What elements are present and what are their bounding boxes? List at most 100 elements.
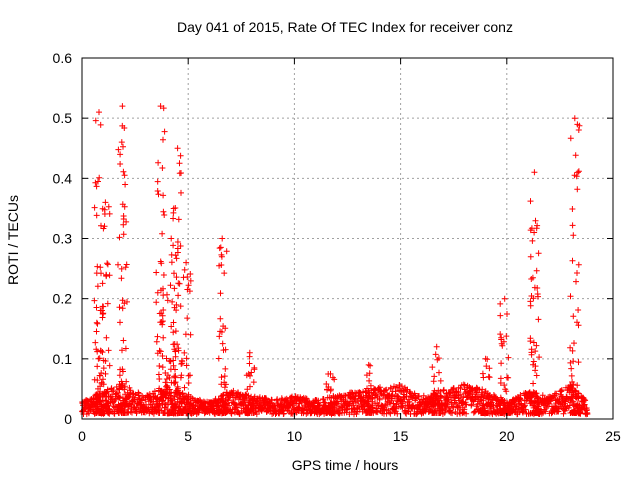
data-point	[460, 381, 467, 388]
data-point	[574, 319, 580, 326]
data-point	[446, 390, 453, 397]
data-point	[176, 280, 183, 287]
data-point	[571, 340, 577, 347]
y-tick-label: 0.4	[53, 170, 73, 186]
data-point	[168, 323, 175, 330]
data-point	[121, 401, 128, 408]
data-point	[567, 293, 574, 300]
data-point	[172, 328, 179, 335]
data-point	[100, 310, 107, 317]
x-tick-label: 5	[184, 428, 192, 444]
data-point	[153, 338, 160, 345]
data-point	[111, 410, 118, 417]
data-point	[479, 370, 486, 377]
data-point	[185, 380, 192, 386]
data-point	[102, 370, 109, 377]
data-point	[486, 392, 493, 398]
data-point	[122, 264, 129, 271]
data-point	[531, 410, 538, 416]
data-point	[164, 384, 171, 391]
data-point	[119, 103, 126, 110]
data-point	[216, 245, 223, 252]
data-point	[184, 315, 191, 322]
data-point	[170, 362, 177, 369]
data-point	[533, 225, 540, 232]
data-point	[478, 410, 485, 416]
data-point	[167, 282, 174, 289]
x-tick-label: 0	[78, 428, 86, 444]
data-point	[528, 351, 535, 358]
data-point	[479, 386, 486, 393]
data-point	[171, 285, 178, 292]
data-point	[527, 198, 534, 205]
data-point	[174, 145, 181, 152]
data-point	[184, 409, 190, 416]
data-point	[119, 305, 126, 312]
data-point	[165, 372, 171, 379]
data-point	[243, 408, 250, 415]
data-point	[119, 297, 126, 304]
data-point	[429, 364, 436, 371]
data-point	[116, 372, 123, 379]
data-point	[172, 353, 179, 360]
data-point	[336, 410, 343, 417]
data-point	[530, 295, 537, 302]
data-point	[97, 121, 104, 128]
data-point	[461, 406, 468, 413]
data-point	[382, 402, 389, 409]
data-point	[183, 355, 190, 362]
data-point	[94, 363, 101, 370]
data-point	[581, 396, 588, 403]
data-point	[568, 365, 575, 372]
data-point	[433, 343, 440, 350]
data-point	[574, 382, 581, 389]
data-point	[151, 388, 158, 395]
data-point	[533, 267, 540, 274]
x-tick-label: 10	[287, 428, 303, 444]
data-point	[498, 340, 505, 347]
data-point	[92, 407, 99, 414]
data-point	[155, 159, 162, 166]
data-point	[93, 304, 100, 311]
data-point	[430, 390, 437, 397]
data-point	[316, 402, 322, 409]
data-point	[571, 172, 578, 179]
data-point	[120, 168, 127, 175]
data-point	[430, 399, 437, 406]
data-point	[94, 263, 101, 270]
data-point	[268, 397, 275, 404]
data-point	[214, 398, 221, 405]
data-point	[100, 376, 106, 383]
data-point	[534, 407, 541, 414]
data-point	[435, 394, 441, 401]
data-point	[253, 411, 260, 418]
data-point	[118, 265, 125, 272]
data-point	[95, 178, 101, 185]
data-point	[568, 387, 575, 394]
data-point	[146, 391, 153, 398]
data-point	[98, 222, 104, 229]
data-point	[280, 410, 287, 417]
data-point	[324, 386, 330, 393]
data-point	[505, 404, 511, 411]
data-point	[174, 341, 181, 348]
data-point	[154, 333, 161, 340]
data-point	[522, 402, 528, 409]
data-point	[527, 298, 534, 305]
data-point	[177, 243, 184, 249]
data-point	[170, 319, 177, 326]
data-point	[99, 205, 106, 212]
data-point	[156, 410, 163, 416]
data-point	[96, 109, 102, 116]
data-point	[505, 402, 512, 409]
data-point	[175, 216, 182, 223]
data-point	[98, 379, 105, 386]
data-point	[171, 396, 178, 403]
data-point	[531, 169, 538, 176]
data-point	[91, 204, 98, 211]
data-point	[154, 289, 161, 296]
data-point	[183, 362, 190, 369]
data-point	[215, 355, 222, 362]
data-point	[181, 384, 188, 391]
